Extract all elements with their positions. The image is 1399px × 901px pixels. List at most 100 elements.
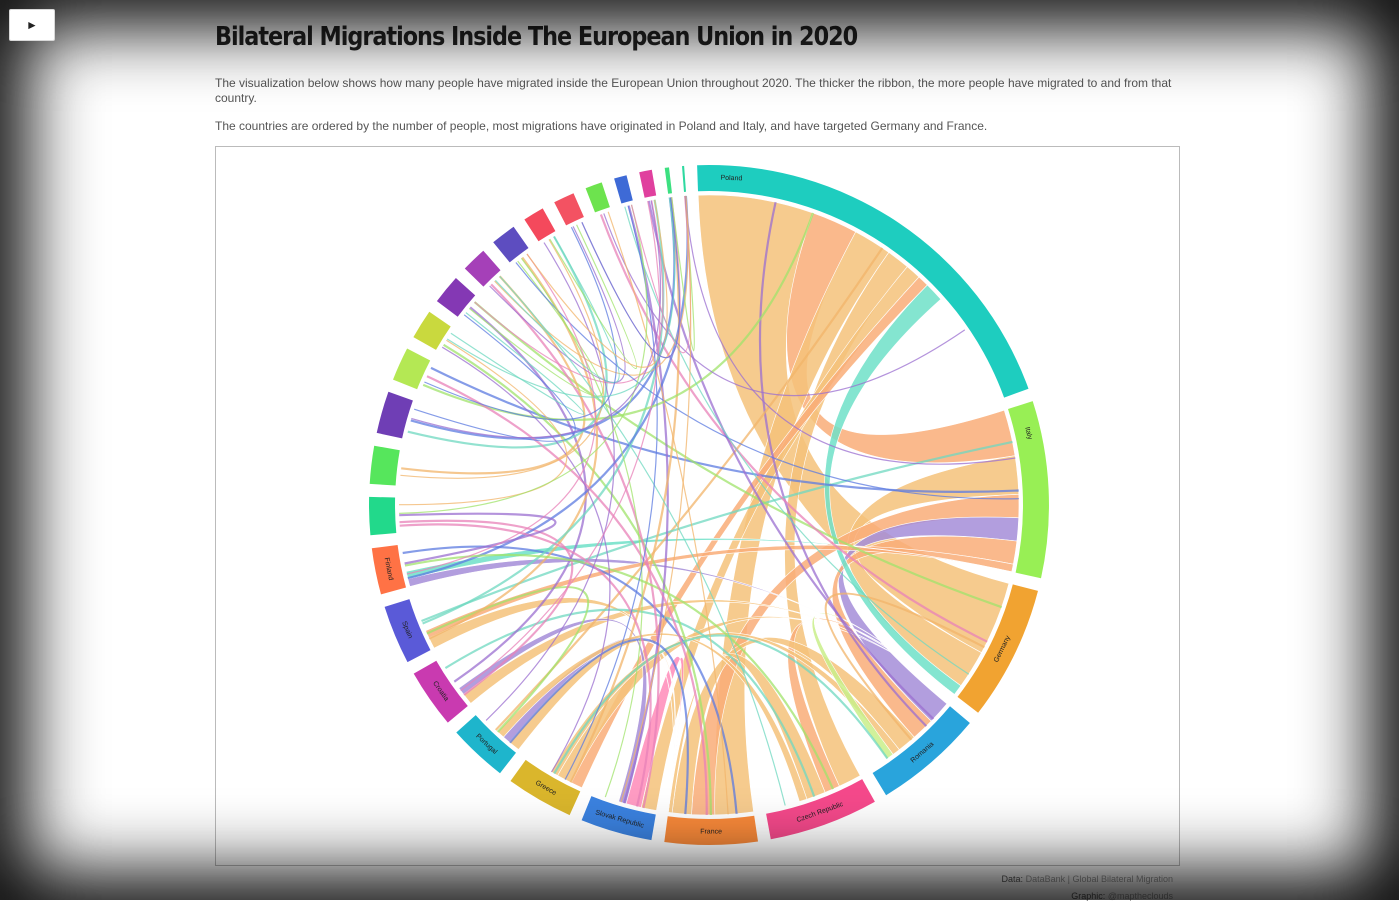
arc-group-15[interactable]	[393, 348, 431, 390]
graphic-credit-link[interactable]: @maptheclouds	[1107, 891, 1173, 901]
ribbon-thread[interactable]	[607, 211, 729, 815]
arc-poland[interactable]	[697, 164, 1029, 398]
ribbon-thread[interactable]	[426, 585, 590, 733]
arc-group-24[interactable]	[639, 169, 657, 198]
arc-group-25[interactable]	[664, 167, 672, 194]
ribbon-thread[interactable]	[474, 200, 664, 384]
arc-group-23[interactable]	[614, 175, 633, 204]
ribbon-thread[interactable]	[684, 195, 1016, 465]
arc-greece[interactable]	[510, 759, 581, 816]
ribbon-finland-germany[interactable]	[407, 557, 955, 695]
arc-group-16[interactable]	[413, 311, 451, 350]
arc-group-20[interactable]	[524, 208, 556, 242]
ribbon-thread[interactable]	[441, 346, 611, 773]
arc-group-17[interactable]	[436, 278, 476, 317]
description-paragraph-1: The visualization below shows how many p…	[215, 76, 1172, 105]
ribbon-italy-germany[interactable]	[847, 455, 1020, 687]
ribbon-thread[interactable]	[489, 226, 626, 383]
arc-group-26[interactable]	[682, 165, 686, 192]
ribbon-thread[interactable]	[758, 201, 928, 727]
ribbon-thread[interactable]	[494, 236, 620, 384]
ribbon-thread[interactable]	[569, 197, 681, 783]
ribbon-thread[interactable]	[399, 512, 557, 565]
ribbon-thread[interactable]	[623, 205, 669, 804]
arc-romania[interactable]	[872, 706, 970, 796]
arc-france[interactable]	[664, 815, 758, 845]
ribbon-thread[interactable]	[520, 257, 643, 798]
ribbon-thread[interactable]	[424, 226, 617, 421]
ribbon-thread[interactable]	[406, 253, 596, 575]
arc-finland[interactable]	[371, 545, 406, 595]
ribbon-thread[interactable]	[485, 242, 615, 721]
arc-croatia[interactable]	[413, 660, 468, 723]
ribbon-thread[interactable]	[450, 312, 585, 415]
ribbon-thread[interactable]	[549, 224, 638, 370]
ribbon-portugal-czech-republic[interactable]	[497, 632, 808, 802]
ribbon-thread[interactable]	[499, 275, 786, 806]
ribbon-thread[interactable]	[824, 592, 985, 741]
arc-group-22[interactable]	[585, 182, 610, 213]
ribbon-thread[interactable]	[515, 262, 1019, 500]
ribbon-spain-italy[interactable]	[425, 544, 1014, 639]
ribbon-thread[interactable]	[620, 195, 692, 803]
ribbon-thread[interactable]	[647, 200, 935, 720]
arc-czech-republic[interactable]	[766, 779, 875, 840]
ribbon-romania-germany[interactable]	[811, 612, 955, 760]
arc-group-13[interactable]	[369, 445, 400, 486]
arc-germany[interactable]	[957, 584, 1039, 713]
ribbon-thread[interactable]	[400, 239, 605, 479]
ribbon-thread[interactable]	[624, 206, 970, 675]
ribbon-spain-france[interactable]	[428, 597, 674, 813]
data-source-link[interactable]: DataBank | Global Bilateral Migration	[1025, 874, 1173, 884]
arc-portugal[interactable]	[456, 715, 516, 774]
ribbon-france-portugal[interactable]	[503, 637, 676, 813]
ribbon-thread[interactable]	[553, 634, 889, 775]
ribbon-thread[interactable]	[426, 375, 708, 816]
ribbon-thread[interactable]	[399, 204, 648, 514]
ribbon-thread[interactable]	[473, 301, 1003, 609]
ribbon-thread[interactable]	[407, 195, 689, 580]
graphic-credit-label: Graphic:	[1071, 891, 1106, 901]
ribbon-finland-italy[interactable]	[405, 538, 1012, 580]
arc-group-19[interactable]	[493, 226, 529, 263]
description-paragraph-2: The countries are ordered by the number …	[215, 119, 988, 133]
arc-label-france: France	[700, 828, 722, 835]
arc-slovak-republic[interactable]	[581, 796, 656, 841]
ribbon-thread[interactable]	[603, 213, 966, 397]
ribbon-thread[interactable]	[446, 197, 676, 398]
arc-italy[interactable]	[1008, 401, 1049, 579]
arc-label-poland: Poland	[720, 175, 742, 183]
arc-group-18[interactable]	[464, 250, 501, 287]
arc-group-12[interactable]	[369, 496, 397, 536]
ribbon-thread[interactable]	[401, 275, 586, 475]
ribbon-thread[interactable]	[399, 523, 652, 807]
data-source-credit: Data: DataBank | Global Bilateral Migrat…	[1002, 874, 1173, 884]
arc-label-italy: Italy	[1023, 426, 1033, 441]
ribbon-poland-greece[interactable]	[570, 276, 928, 789]
ribbon-czech-republic-france[interactable]	[667, 653, 826, 814]
ribbon-thread[interactable]	[460, 200, 661, 692]
ribbon-thread[interactable]	[411, 200, 662, 439]
arc-group-14[interactable]	[376, 391, 413, 439]
ribbon-thread[interactable]	[398, 339, 568, 506]
play-button[interactable]: ►	[9, 9, 55, 41]
ribbon-thread[interactable]	[581, 197, 681, 358]
ribbon-thread[interactable]	[430, 366, 1019, 493]
ribbon-thread[interactable]	[421, 440, 1013, 623]
ribbon-thread[interactable]	[404, 553, 835, 790]
ribbon-thread[interactable]	[526, 199, 668, 368]
data-source-label: Data:	[1001, 874, 1024, 884]
chord-chart-container: Poland Italy Germany Romania Czech Republic F…	[215, 146, 1180, 866]
ribbon-germany-poland[interactable]	[824, 284, 962, 695]
arc-label-finland: Finland	[383, 557, 394, 581]
ribbon-italy-romania[interactable]	[838, 516, 1020, 722]
ribbon-thread[interactable]	[509, 638, 689, 815]
ribbon-thread[interactable]	[414, 314, 576, 442]
ribbon-poland-france[interactable]	[714, 231, 890, 816]
arc-group-21[interactable]	[554, 193, 584, 226]
ribbon-romania-italy[interactable]	[831, 535, 1018, 738]
ribbon-thread[interactable]	[422, 212, 815, 422]
arc-spain[interactable]	[384, 599, 431, 663]
ribbon-croatia-germany[interactable]	[463, 599, 955, 704]
